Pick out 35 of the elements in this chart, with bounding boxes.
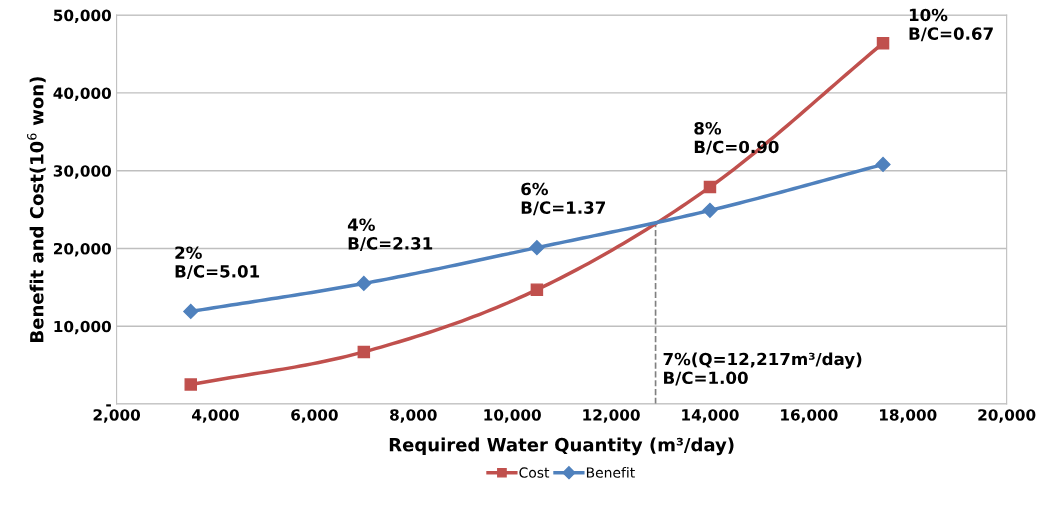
x-tick-label: 10,000 bbox=[484, 409, 541, 423]
x-tick-label: 8,000 bbox=[390, 409, 437, 423]
point bbox=[875, 156, 891, 173]
annotation: 4% B/C=2.31 bbox=[347, 218, 433, 251]
point bbox=[876, 36, 890, 50]
legend-label: Cost bbox=[519, 467, 550, 478]
x-tick-label: 12,000 bbox=[583, 409, 640, 423]
point bbox=[703, 180, 717, 194]
point bbox=[702, 202, 718, 218]
annotation: 7%(Q=12,217m³/day) B/C=1.00 bbox=[663, 352, 862, 386]
y-tick-label: 30,000 bbox=[53, 165, 111, 179]
point bbox=[356, 275, 372, 292]
x-axis-title: Required Water Quantity (m³/day) bbox=[389, 437, 734, 456]
x-tick-label: 20,000 bbox=[978, 409, 1036, 423]
y-tick-label: 20,000 bbox=[53, 242, 111, 257]
point bbox=[184, 378, 198, 391]
legend-label: Benefit bbox=[586, 467, 635, 478]
y-tick-label: - bbox=[106, 404, 111, 407]
point bbox=[183, 303, 199, 320]
point bbox=[357, 345, 371, 359]
point bbox=[530, 283, 544, 296]
y-tick-label: 40,000 bbox=[53, 87, 111, 101]
annotation: 6% B/C=1.37 bbox=[521, 182, 606, 216]
y-tick-label: 10,000 bbox=[54, 320, 111, 335]
y-axis-title: Benefit and Cost(10$^{6}$ won) bbox=[27, 77, 46, 342]
annotation: 10% B/C=0.67 bbox=[909, 8, 993, 42]
x-tick-label: 18,000 bbox=[880, 409, 937, 423]
x-tick-label: 2,000 bbox=[93, 409, 141, 423]
x-tick-label: 14,000 bbox=[682, 409, 739, 423]
x-tick-label: 4,000 bbox=[192, 409, 239, 423]
x-tick-label: 6,000 bbox=[291, 409, 338, 423]
point bbox=[529, 240, 545, 256]
y-tick-label: 50,000 bbox=[53, 9, 111, 24]
x-tick-label: 16,000 bbox=[781, 409, 838, 423]
annotation: 2% B/C=5.01 bbox=[175, 246, 260, 279]
